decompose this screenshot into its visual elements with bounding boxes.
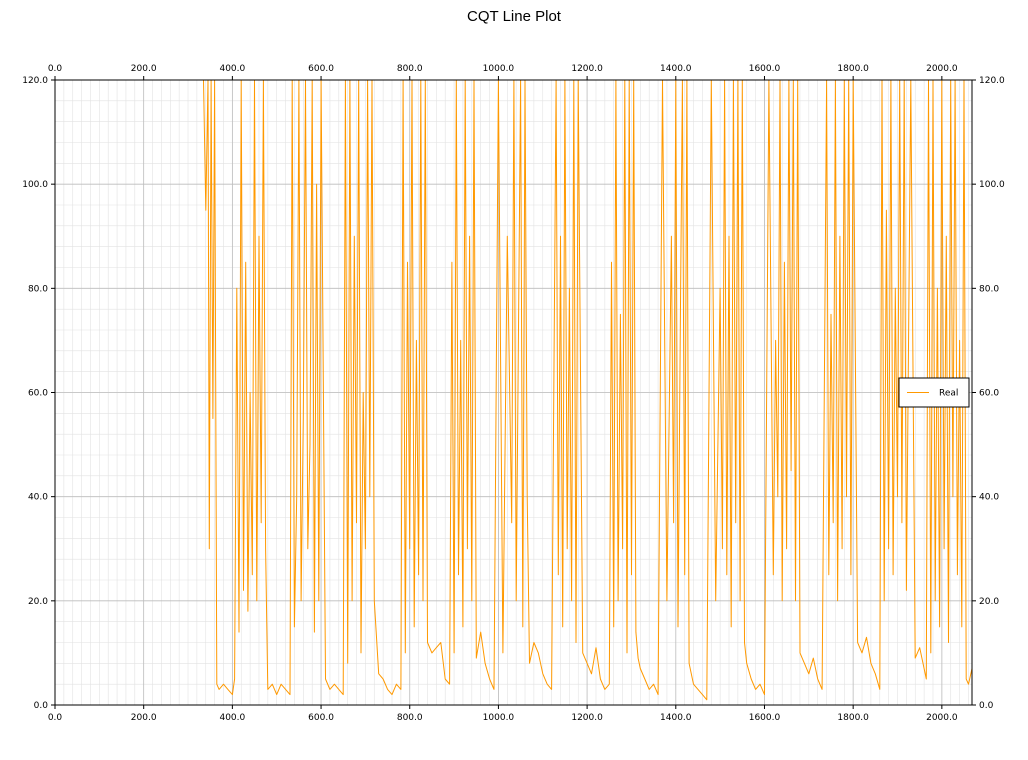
x-tick-label: 1600.0: [749, 64, 781, 74]
y-tick-label: 60.0: [979, 389, 999, 399]
x-tick-label: 1000.0: [483, 713, 515, 723]
y-tick-label: 0.0: [34, 701, 49, 711]
x-tick-label: 0.0: [48, 713, 63, 723]
x-tick-label: 1400.0: [660, 713, 692, 723]
x-tick-label: 200.0: [131, 64, 157, 74]
x-axis-top: 0.0 200.0 400.0 600.0 800.0 1000.0 1200.0 1400.…: [48, 64, 958, 80]
y-tick-label: 100.0: [22, 180, 48, 190]
x-tick-label: 1200.0: [571, 64, 603, 74]
x-tick-label: 800.0: [397, 64, 423, 74]
x-tick-label: 400.0: [219, 64, 245, 74]
x-tick-label: 400.0: [219, 713, 245, 723]
x-tick-label: 1600.0: [749, 713, 781, 723]
y-tick-label: 80.0: [979, 284, 999, 294]
x-tick-label: 1000.0: [483, 64, 515, 74]
x-tick-label: 1800.0: [837, 64, 869, 74]
x-tick-label: 200.0: [131, 713, 157, 723]
series-layer: [55, 79, 973, 701]
x-tick-label: 600.0: [308, 64, 334, 74]
y-axis-right: 0.0 20.0 40.0 60.0 80.0 100.0 120.0: [972, 76, 1005, 711]
y-tick-label: 120.0: [979, 76, 1005, 86]
x-tick-label: 800.0: [397, 713, 423, 723]
legend: Real: [898, 377, 970, 408]
y-tick-label: 80.0: [28, 284, 48, 294]
series-line-real: [55, 79, 973, 701]
y-tick-label: 120.0: [22, 76, 48, 86]
y-tick-label: 100.0: [979, 180, 1005, 190]
y-tick-label: 20.0: [979, 597, 999, 607]
y-tick-label: 40.0: [979, 493, 999, 503]
x-tick-label: 1800.0: [837, 713, 869, 723]
chart-title: CQT Line Plot: [467, 8, 561, 25]
x-tick-label: 600.0: [308, 713, 334, 723]
x-axis-bottom: 0.0 200.0 400.0 600.0 800.0 1000.0 1200.0 1400.…: [48, 705, 958, 723]
x-tick-label: 2000.0: [926, 64, 958, 74]
x-tick-label: 1200.0: [571, 713, 603, 723]
y-tick-label: 60.0: [28, 389, 48, 399]
y-tick-label: 20.0: [28, 597, 48, 607]
y-tick-label: 0.0: [979, 701, 994, 711]
x-tick-label: 0.0: [48, 64, 63, 74]
x-tick-label: 1400.0: [660, 64, 692, 74]
legend-label: Real: [939, 389, 958, 399]
y-tick-label: 40.0: [28, 493, 48, 503]
y-axis-left: 0.0 20.0 40.0 60.0 80.0 100.0 120.0: [22, 76, 55, 711]
x-tick-label: 2000.0: [926, 713, 958, 723]
